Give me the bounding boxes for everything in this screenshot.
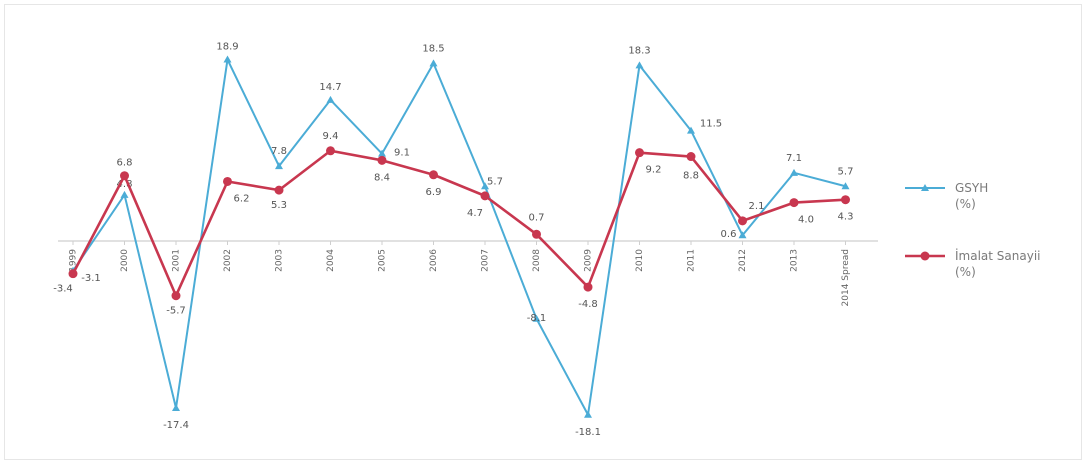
x-tick-label: 2012 <box>738 249 748 272</box>
gsyh-data-point <box>584 410 592 418</box>
x-tick-label: 2007 <box>481 249 491 272</box>
imalat-data-point <box>429 170 438 180</box>
imalat-data-label: 0.7 <box>529 212 545 223</box>
imalat-data-label: 4.0 <box>798 215 814 226</box>
imalat-data-label: 9.2 <box>646 165 662 176</box>
gsyh-data-label: 7.8 <box>271 146 287 157</box>
x-tick-label: 2008 <box>532 249 542 272</box>
imalat-data-point <box>841 195 850 205</box>
imalat-data-point <box>326 146 335 156</box>
gsyh-data-label: 0.6 <box>721 229 737 240</box>
legend-gsyh-marker <box>921 184 929 191</box>
gsyh-series-line <box>72 58 846 416</box>
x-tick-label: 2006 <box>429 249 439 272</box>
imalat-data-label: 6.9 <box>426 187 442 198</box>
imalat-data-label: 4.7 <box>467 208 483 219</box>
imalat-data-label: 5.3 <box>271 200 287 211</box>
x-tick-label: 2000 <box>120 249 130 272</box>
x-tick-label: 2003 <box>275 249 285 272</box>
legend-imalat-marker <box>920 251 930 261</box>
imalat-data-label: 6.8 <box>117 158 133 169</box>
imalat-data-point <box>480 191 490 201</box>
legend-gsyh-label: GSYH <box>955 181 988 195</box>
imalat-data-point <box>171 291 181 301</box>
gsyh-data-point <box>429 59 438 67</box>
imalat-data-point <box>68 269 78 279</box>
gsyh-data-point <box>532 314 541 322</box>
imalat-data-label: 8.4 <box>374 172 390 183</box>
x-tick-label: 2004 <box>326 249 336 272</box>
gsyh-data-point <box>120 190 129 198</box>
gsyh-data-label: 18.9 <box>216 42 238 53</box>
gsyh-data-label: 9.1 <box>394 148 410 159</box>
gsyh-data-point <box>275 162 283 170</box>
gsyh-data-label: 11.5 <box>700 119 722 130</box>
imalat-data-point <box>738 216 747 226</box>
imalat-data-point <box>789 198 799 208</box>
gsyh-data-point <box>481 182 489 190</box>
imalat-data-point <box>274 185 284 195</box>
imalat-data-point <box>120 171 129 181</box>
imalat-data-point <box>377 155 387 165</box>
gsyh-data-point <box>790 168 798 176</box>
gsyh-data-label: 7.1 <box>786 153 802 164</box>
gsyh-data-label: 5.7 <box>838 166 854 177</box>
gsyh-data-label: 18.3 <box>628 45 650 56</box>
gsyh-data-label: 14.7 <box>319 82 341 93</box>
gsyh-data-label: -8.1 <box>527 313 547 324</box>
x-tick-label: 2001 <box>172 249 182 272</box>
gsyh-data-point <box>841 182 850 190</box>
legend-imalat-label: İmalat Sanayii <box>955 248 1041 263</box>
imalat-series-line <box>71 149 846 298</box>
gsyh-data-point <box>635 61 644 69</box>
imalat-data-label: 4.3 <box>838 212 854 223</box>
imalat-data-label: 2.1 <box>749 201 765 212</box>
gsyh-data-label: 5.7 <box>487 176 503 187</box>
gsyh-data-point <box>172 404 180 412</box>
gsyh-data-label: -3.1 <box>81 273 101 284</box>
imalat-data-label: 6.2 <box>234 193 250 204</box>
gsyh-data-label: 18.5 <box>422 43 444 54</box>
chart-frame <box>4 4 1082 460</box>
gsyh-data-label: -18.1 <box>575 427 601 438</box>
x-tick-label: 1999 <box>69 249 79 272</box>
imalat-data-point <box>635 148 644 158</box>
gsyh-data-point <box>378 149 386 157</box>
x-tick-label: 2011 <box>687 249 697 272</box>
imalat-data-point <box>686 152 696 162</box>
imalat-data-label: -5.7 <box>166 306 186 317</box>
gsyh-data-label: 4.8 <box>117 179 133 190</box>
x-tick-label: 2009 <box>584 249 594 272</box>
imalat-data-point <box>583 282 593 292</box>
gsyh-data-point <box>738 231 747 239</box>
gsyh-data-label: -17.4 <box>163 420 189 431</box>
x-tick-label: 2010 <box>635 249 645 272</box>
x-tick-label: 2002 <box>223 249 233 272</box>
x-tick-label: 2013 <box>790 249 800 272</box>
legend-gsyh-unit: (%) <box>955 197 976 211</box>
x-tick-label: 2005 <box>378 249 388 272</box>
gsyh-data-point <box>223 55 232 63</box>
imalat-data-label: 9.4 <box>323 131 339 142</box>
legend-imalat-unit: (%) <box>955 265 976 279</box>
gsyh-data-point <box>326 95 335 103</box>
imalat-data-label: -4.8 <box>578 299 598 310</box>
imalat-data-point <box>223 176 232 186</box>
imalat-data-label: 8.8 <box>683 171 699 182</box>
imalat-data-label: -3.4 <box>53 284 73 295</box>
gsyh-data-point <box>687 126 695 134</box>
x-tick-label: 2014 Spread <box>841 249 851 306</box>
imalat-data-point <box>532 229 541 239</box>
